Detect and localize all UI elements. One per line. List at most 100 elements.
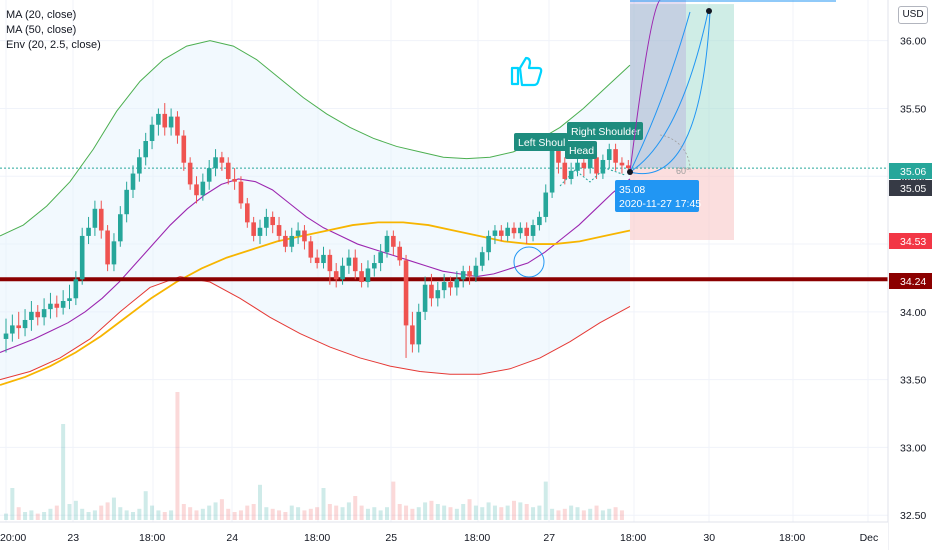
y-tick-label: 33.50 xyxy=(900,375,926,387)
candle-body xyxy=(60,300,66,308)
candle-body xyxy=(359,271,364,283)
indicator-legend: MA (20, close) MA (50, close) Env (20, 2… xyxy=(6,8,101,53)
ma50-line xyxy=(0,221,631,386)
candle-body xyxy=(111,241,117,265)
candle-body xyxy=(492,230,498,236)
volume-bar xyxy=(581,510,586,520)
volume-bar xyxy=(54,505,59,520)
volume-bar xyxy=(73,500,78,520)
candle-body xyxy=(238,181,244,204)
volume-bar xyxy=(61,424,66,520)
volume-bar xyxy=(518,502,523,520)
volume-bar xyxy=(23,512,28,520)
volume-bar xyxy=(80,508,85,520)
candle-body xyxy=(175,116,180,136)
volume-bar xyxy=(35,513,40,520)
x-tick-label: 24 xyxy=(226,532,238,544)
volume-bar xyxy=(537,505,542,520)
target-point xyxy=(706,8,712,14)
price-time-bubble xyxy=(615,180,699,212)
candle-body xyxy=(518,227,523,234)
candle-body xyxy=(257,227,263,236)
candle-body xyxy=(73,279,79,299)
volume-bar xyxy=(270,508,275,520)
volume-bar xyxy=(531,507,536,520)
candle-body xyxy=(454,279,460,288)
candle-body xyxy=(511,227,517,234)
y-tick-label: 33.00 xyxy=(900,442,926,454)
volume-bar xyxy=(562,508,567,520)
x-tick-label: 27 xyxy=(543,532,555,544)
candle-body xyxy=(365,268,371,283)
volume-bar xyxy=(258,484,262,520)
volume-bar xyxy=(359,505,364,520)
price-label: 35.06 xyxy=(900,166,926,178)
volume-bar xyxy=(188,507,193,520)
candle-body xyxy=(530,225,536,236)
candle-body xyxy=(486,235,491,253)
drawings: Left Shoul Right Shoulder Head 60° 35.08 2020… xyxy=(510,0,836,278)
candle-body xyxy=(327,254,333,272)
legend-ma50[interactable]: MA (50, close) xyxy=(6,24,77,36)
candle-body xyxy=(391,235,396,247)
candle-body xyxy=(194,184,199,196)
legend-ma20[interactable]: MA (20, close) xyxy=(6,9,77,21)
volume-bars xyxy=(4,392,624,520)
volume-bar xyxy=(404,505,409,520)
volume-bar xyxy=(327,504,332,520)
candle-body xyxy=(333,271,339,280)
y-tick-label: 32.50 xyxy=(900,510,926,522)
candle-body xyxy=(156,113,161,125)
volume-bar xyxy=(264,507,269,520)
volume-bar xyxy=(289,505,294,520)
volume-bar xyxy=(67,504,72,520)
circle-marker xyxy=(513,246,545,278)
candle-body xyxy=(416,311,422,345)
volume-bar xyxy=(372,507,377,520)
volume-bar xyxy=(429,500,434,520)
price-label: 34.24 xyxy=(900,276,926,288)
volume-bar xyxy=(600,510,605,520)
volume-bar xyxy=(4,513,8,520)
volume-bar xyxy=(423,502,428,520)
candle-body xyxy=(270,216,275,226)
volume-bar xyxy=(181,504,186,520)
volume-bar xyxy=(492,505,497,520)
volume-bar xyxy=(175,392,180,520)
thumbs-up-icon xyxy=(510,56,543,87)
candle-body xyxy=(435,290,441,299)
volume-bar xyxy=(194,510,199,520)
envelope-fill xyxy=(0,40,630,380)
candle-body xyxy=(213,157,218,169)
volume-bar xyxy=(99,505,104,520)
candle-body xyxy=(232,178,237,182)
volume-bar xyxy=(499,507,504,520)
volume-bar xyxy=(588,508,593,520)
volume-bar xyxy=(524,504,529,520)
projection-arc xyxy=(629,11,691,173)
volume-bar xyxy=(397,504,402,520)
volume-bar xyxy=(385,507,389,520)
currency-button[interactable]: USD xyxy=(898,6,928,24)
candle-body xyxy=(162,113,168,128)
projection-arc xyxy=(629,11,711,174)
volume-bar xyxy=(226,508,231,520)
candle-body xyxy=(626,165,631,169)
x-tick-label: 18:00 xyxy=(464,532,490,544)
projection-arc xyxy=(629,11,709,173)
candles xyxy=(3,103,631,358)
price-label-bg xyxy=(889,273,932,289)
legend-envelope[interactable]: Env (20, 2.5, close) xyxy=(6,39,101,51)
candle-body xyxy=(105,230,110,265)
volume-bar xyxy=(353,496,358,520)
candle-body xyxy=(187,162,193,185)
candle-body xyxy=(479,252,485,266)
price-label-bg xyxy=(889,163,932,179)
candle-body xyxy=(245,203,250,223)
volume-bar xyxy=(346,502,351,520)
head-label-bg xyxy=(565,141,597,159)
price-label: 35.05 xyxy=(900,183,926,195)
volume-bar xyxy=(124,510,129,520)
candle-body xyxy=(581,162,587,169)
